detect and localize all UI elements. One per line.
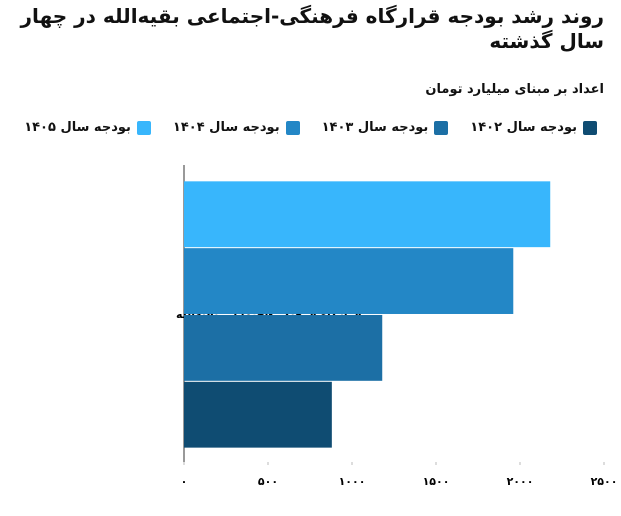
x-tick-label: ۰ [181, 475, 188, 488]
legend-label: بودجه سال ۱۴۰۵ [24, 120, 131, 135]
legend-item: بودجه سال ۱۴۰۵ [24, 120, 151, 135]
legend-label: بودجه سال ۱۴۰۲ [470, 120, 577, 135]
legend-label: بودجه سال ۱۴۰۴ [172, 120, 280, 135]
legend: بودجه سال ۱۴۰۲ بودجه سال ۱۴۰۳ بودجه سال ۱۴… [24, 120, 597, 135]
legend-swatch [136, 120, 151, 135]
legend-label: بودجه سال ۱۴۰۳ [321, 120, 429, 135]
bar [184, 381, 332, 448]
bar [184, 181, 551, 248]
chart-subtitle: اعداد بر مبنای میلیارد تومان [425, 82, 604, 97]
x-tick-label: ۱۵۰۰ [423, 475, 450, 488]
legend-item: بودجه سال ۱۴۰۲ [470, 120, 597, 135]
legend-swatch [583, 120, 597, 135]
legend-swatch [285, 120, 300, 135]
chart-title: روند رشد بودجه قرارگاه فرهنگی-اجتماعی بق… [20, 4, 604, 53]
legend-item: بودجه سال ۱۴۰۳ [322, 120, 449, 135]
x-tick-label: ۲۵۰۰ [591, 475, 618, 488]
bar [184, 314, 383, 381]
x-tick-label: ۱۰۰۰ [339, 475, 366, 488]
bar [184, 248, 514, 314]
x-tick-label: ۲۰۰۰ [507, 475, 534, 488]
legend-swatch [434, 120, 449, 135]
x-tick-label: ۵۰۰ [258, 475, 278, 488]
legend-item: بودجه سال ۱۴۰۴ [173, 120, 300, 135]
